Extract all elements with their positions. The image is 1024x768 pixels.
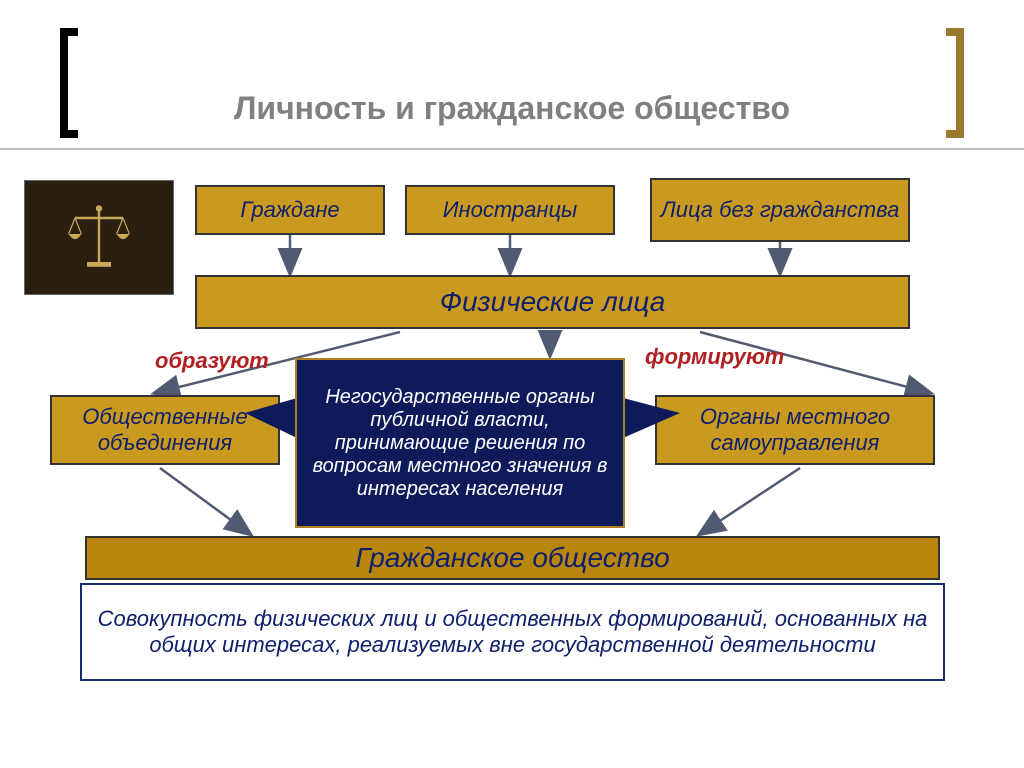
scales-icon bbox=[59, 198, 139, 278]
justice-scales-image bbox=[24, 180, 174, 295]
node-popup-label: Негосударственные органы публичной власт… bbox=[301, 386, 619, 501]
node-civil-society: Гражданское общество bbox=[85, 536, 940, 580]
node-individuals-label: Физические лица bbox=[440, 286, 666, 318]
node-stateless: Лица без гражданства bbox=[650, 178, 910, 242]
node-popup: Негосударственные органы публичной власт… bbox=[295, 358, 625, 528]
node-individuals: Физические лица bbox=[195, 275, 910, 329]
edge-label-form1: образуют bbox=[155, 348, 269, 374]
node-foreigners-label: Иностранцы bbox=[443, 197, 578, 223]
edge-label-form2: формируют bbox=[645, 344, 784, 370]
node-selfgov: Органы местного самоуправления bbox=[655, 395, 935, 465]
page-title: Личность и гражданское общество bbox=[0, 90, 1024, 127]
node-citizens-label: Граждане bbox=[240, 197, 339, 223]
node-definition: Совокупность физических лиц и общественн… bbox=[80, 583, 945, 681]
node-civil-society-label: Гражданское общество bbox=[355, 542, 669, 574]
node-foreigners: Иностранцы bbox=[405, 185, 615, 235]
node-associations: Общественные объединения bbox=[50, 395, 280, 465]
node-stateless-label: Лица без гражданства bbox=[661, 197, 900, 223]
horizontal-rule bbox=[0, 148, 1024, 150]
node-selfgov-label: Органы местного самоуправления bbox=[661, 404, 929, 456]
node-citizens: Граждане bbox=[195, 185, 385, 235]
node-definition-label: Совокупность физических лиц и общественн… bbox=[86, 606, 939, 658]
node-associations-label: Общественные объединения bbox=[56, 404, 274, 456]
